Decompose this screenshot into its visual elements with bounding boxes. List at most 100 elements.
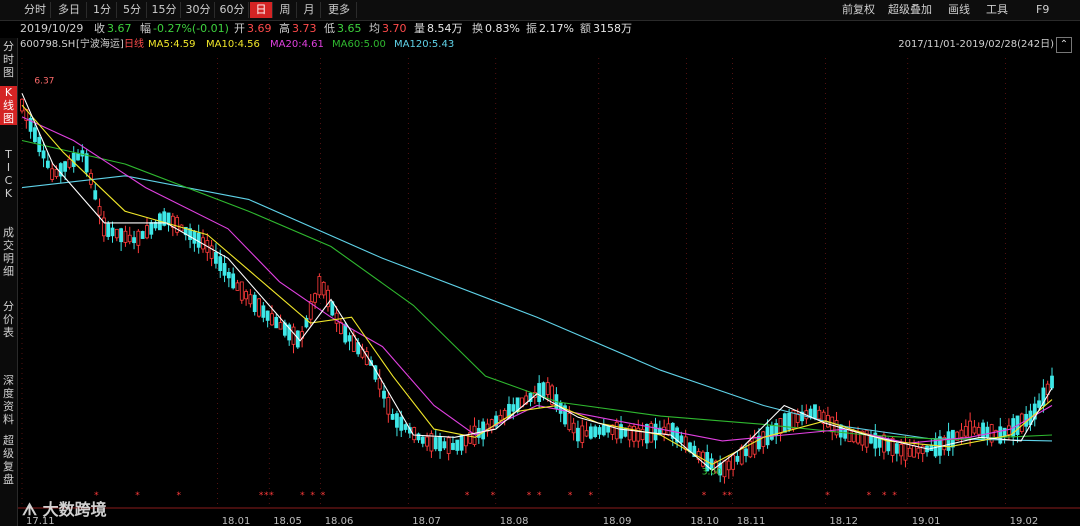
ma10-legend: MA10:4.56 (206, 39, 260, 50)
x-label-5: 18.08 (500, 516, 529, 526)
candle-body-215 (946, 431, 951, 451)
candle-body-86 (390, 413, 395, 420)
tool-5[interactable]: F9 (1036, 3, 1050, 16)
candle-body-214 (942, 437, 947, 451)
candle-body-156 (692, 445, 697, 457)
candle-body-15 (84, 153, 89, 173)
candle-body-68 (313, 293, 317, 303)
candle-body-200 (882, 434, 886, 453)
ma60-legend: MA60:5.00 (332, 39, 386, 50)
event-star-20: * (882, 491, 887, 501)
candle-body-137 (610, 424, 615, 435)
ma120-legend: MA120:5.43 (394, 39, 455, 50)
candle-body-189 (834, 420, 839, 436)
candle-body-131 (584, 430, 589, 437)
event-star-8: * (321, 491, 326, 501)
candle-body-45 (214, 252, 218, 264)
candle-body-104 (468, 432, 473, 444)
tab-7[interactable]: 60分 (216, 2, 249, 18)
candle-body-217 (955, 431, 960, 441)
candle-body-196 (864, 430, 869, 448)
ma-line-ma5 (21, 93, 1053, 472)
candle-body-25 (127, 234, 132, 243)
candle-body-224 (985, 426, 990, 439)
tab-9[interactable]: 周 (274, 2, 297, 18)
candle-body-219 (963, 426, 968, 437)
candle-body-141 (627, 425, 632, 441)
candle-body-29 (145, 225, 149, 239)
tab-4[interactable]: 5分 (118, 2, 147, 18)
event-star-6: * (300, 491, 305, 501)
collapse-button[interactable]: ⌃ (1056, 37, 1072, 53)
candle-body-75 (343, 324, 348, 343)
candle-body-20 (106, 223, 111, 237)
tab-5[interactable]: 15分 (148, 2, 181, 18)
candle-body-147 (653, 423, 658, 441)
close-value: 3.67 (107, 22, 132, 35)
close-label: 收 (94, 22, 105, 35)
sidebar-item-3[interactable]: T I C K (4, 148, 13, 200)
event-star-1: * (135, 491, 140, 501)
high-value: 3.73 (292, 22, 317, 35)
tool-2[interactable]: 超级叠加 (888, 3, 932, 16)
candle-body-236 (1037, 400, 1041, 408)
candle-body-237 (1041, 387, 1046, 406)
candle-body-185 (817, 409, 822, 420)
quote-info-bar: 2019/10/29 收 3.67 幅 -0.27%(-0.01) 开 3.69… (0, 21, 1080, 37)
candle-body-98 (442, 441, 447, 449)
amount-label: 额 (580, 22, 591, 35)
tab-10[interactable]: 月 (298, 2, 321, 18)
candle-body-186 (821, 411, 826, 425)
tab-1[interactable]: 分时 (20, 2, 51, 18)
candle-body-76 (347, 335, 352, 342)
event-star-12: * (537, 491, 542, 501)
tool-3[interactable]: 画线 (948, 3, 970, 16)
candle-body-174 (769, 425, 774, 440)
candle-body-120 (537, 383, 542, 402)
tool-4[interactable]: 工具 (986, 3, 1008, 16)
candle-body-28 (140, 231, 145, 239)
candle-body-175 (774, 423, 779, 436)
candle-body-132 (588, 426, 593, 439)
candle-body-26 (132, 237, 136, 244)
candle-body-172 (761, 431, 766, 447)
volume-label: 量 (414, 22, 425, 35)
sidebar-item-6[interactable]: 深 度 资 料 (3, 374, 14, 426)
tab-11[interactable]: 更多 (322, 2, 357, 18)
candle-body-171 (757, 435, 761, 450)
candle-body-111 (498, 414, 503, 421)
candle-body-163 (722, 460, 727, 478)
candle-body-41 (196, 232, 201, 248)
candle-body-24 (123, 230, 128, 243)
x-label-11: 19.02 (1010, 516, 1039, 526)
avg-value: 3.70 (382, 22, 407, 35)
event-star-7: * (310, 491, 315, 501)
candle-body-52 (244, 291, 249, 300)
high-marker: 6.37 (34, 76, 54, 86)
candle-body-134 (597, 427, 602, 435)
sidebar-item-1[interactable]: 分 时 图 (3, 40, 14, 79)
tab-3[interactable]: 1分 (88, 2, 117, 18)
kline-chart[interactable]: 17.11 18.01 18.05 18.06 18.07 18.08 18.09 18.10… (18, 38, 1080, 526)
x-label-9: 18.12 (829, 516, 858, 526)
sidebar-item-7[interactable]: 超 级 复 盘 (3, 434, 14, 486)
sidebar-item-4[interactable]: 成 交 明 细 (3, 226, 14, 278)
sidebar-item-2[interactable]: K 线 图 (0, 86, 17, 125)
date-range: 2017/11/01-2019/02/28(242日) (898, 39, 1054, 50)
sidebar-item-5[interactable]: 分 价 表 (3, 300, 14, 339)
candle-body-55 (257, 298, 261, 317)
tab-2[interactable]: 多日 (52, 2, 87, 18)
stock-code: 600798.SH (20, 39, 76, 50)
candle-body-58 (270, 313, 274, 326)
candle-body-31 (153, 221, 158, 229)
candle-body-222 (976, 427, 981, 435)
candle-body-153 (679, 435, 684, 443)
tool-1[interactable]: 前复权 (842, 3, 875, 16)
candle-body-110 (494, 415, 498, 427)
candle-body-101 (455, 439, 460, 451)
candle-body-117 (524, 395, 529, 405)
candle-body-221 (972, 426, 977, 434)
candle-body-207 (912, 445, 916, 458)
tab-8[interactable]: 日 (250, 2, 273, 18)
tab-6[interactable]: 30分 (182, 2, 215, 18)
